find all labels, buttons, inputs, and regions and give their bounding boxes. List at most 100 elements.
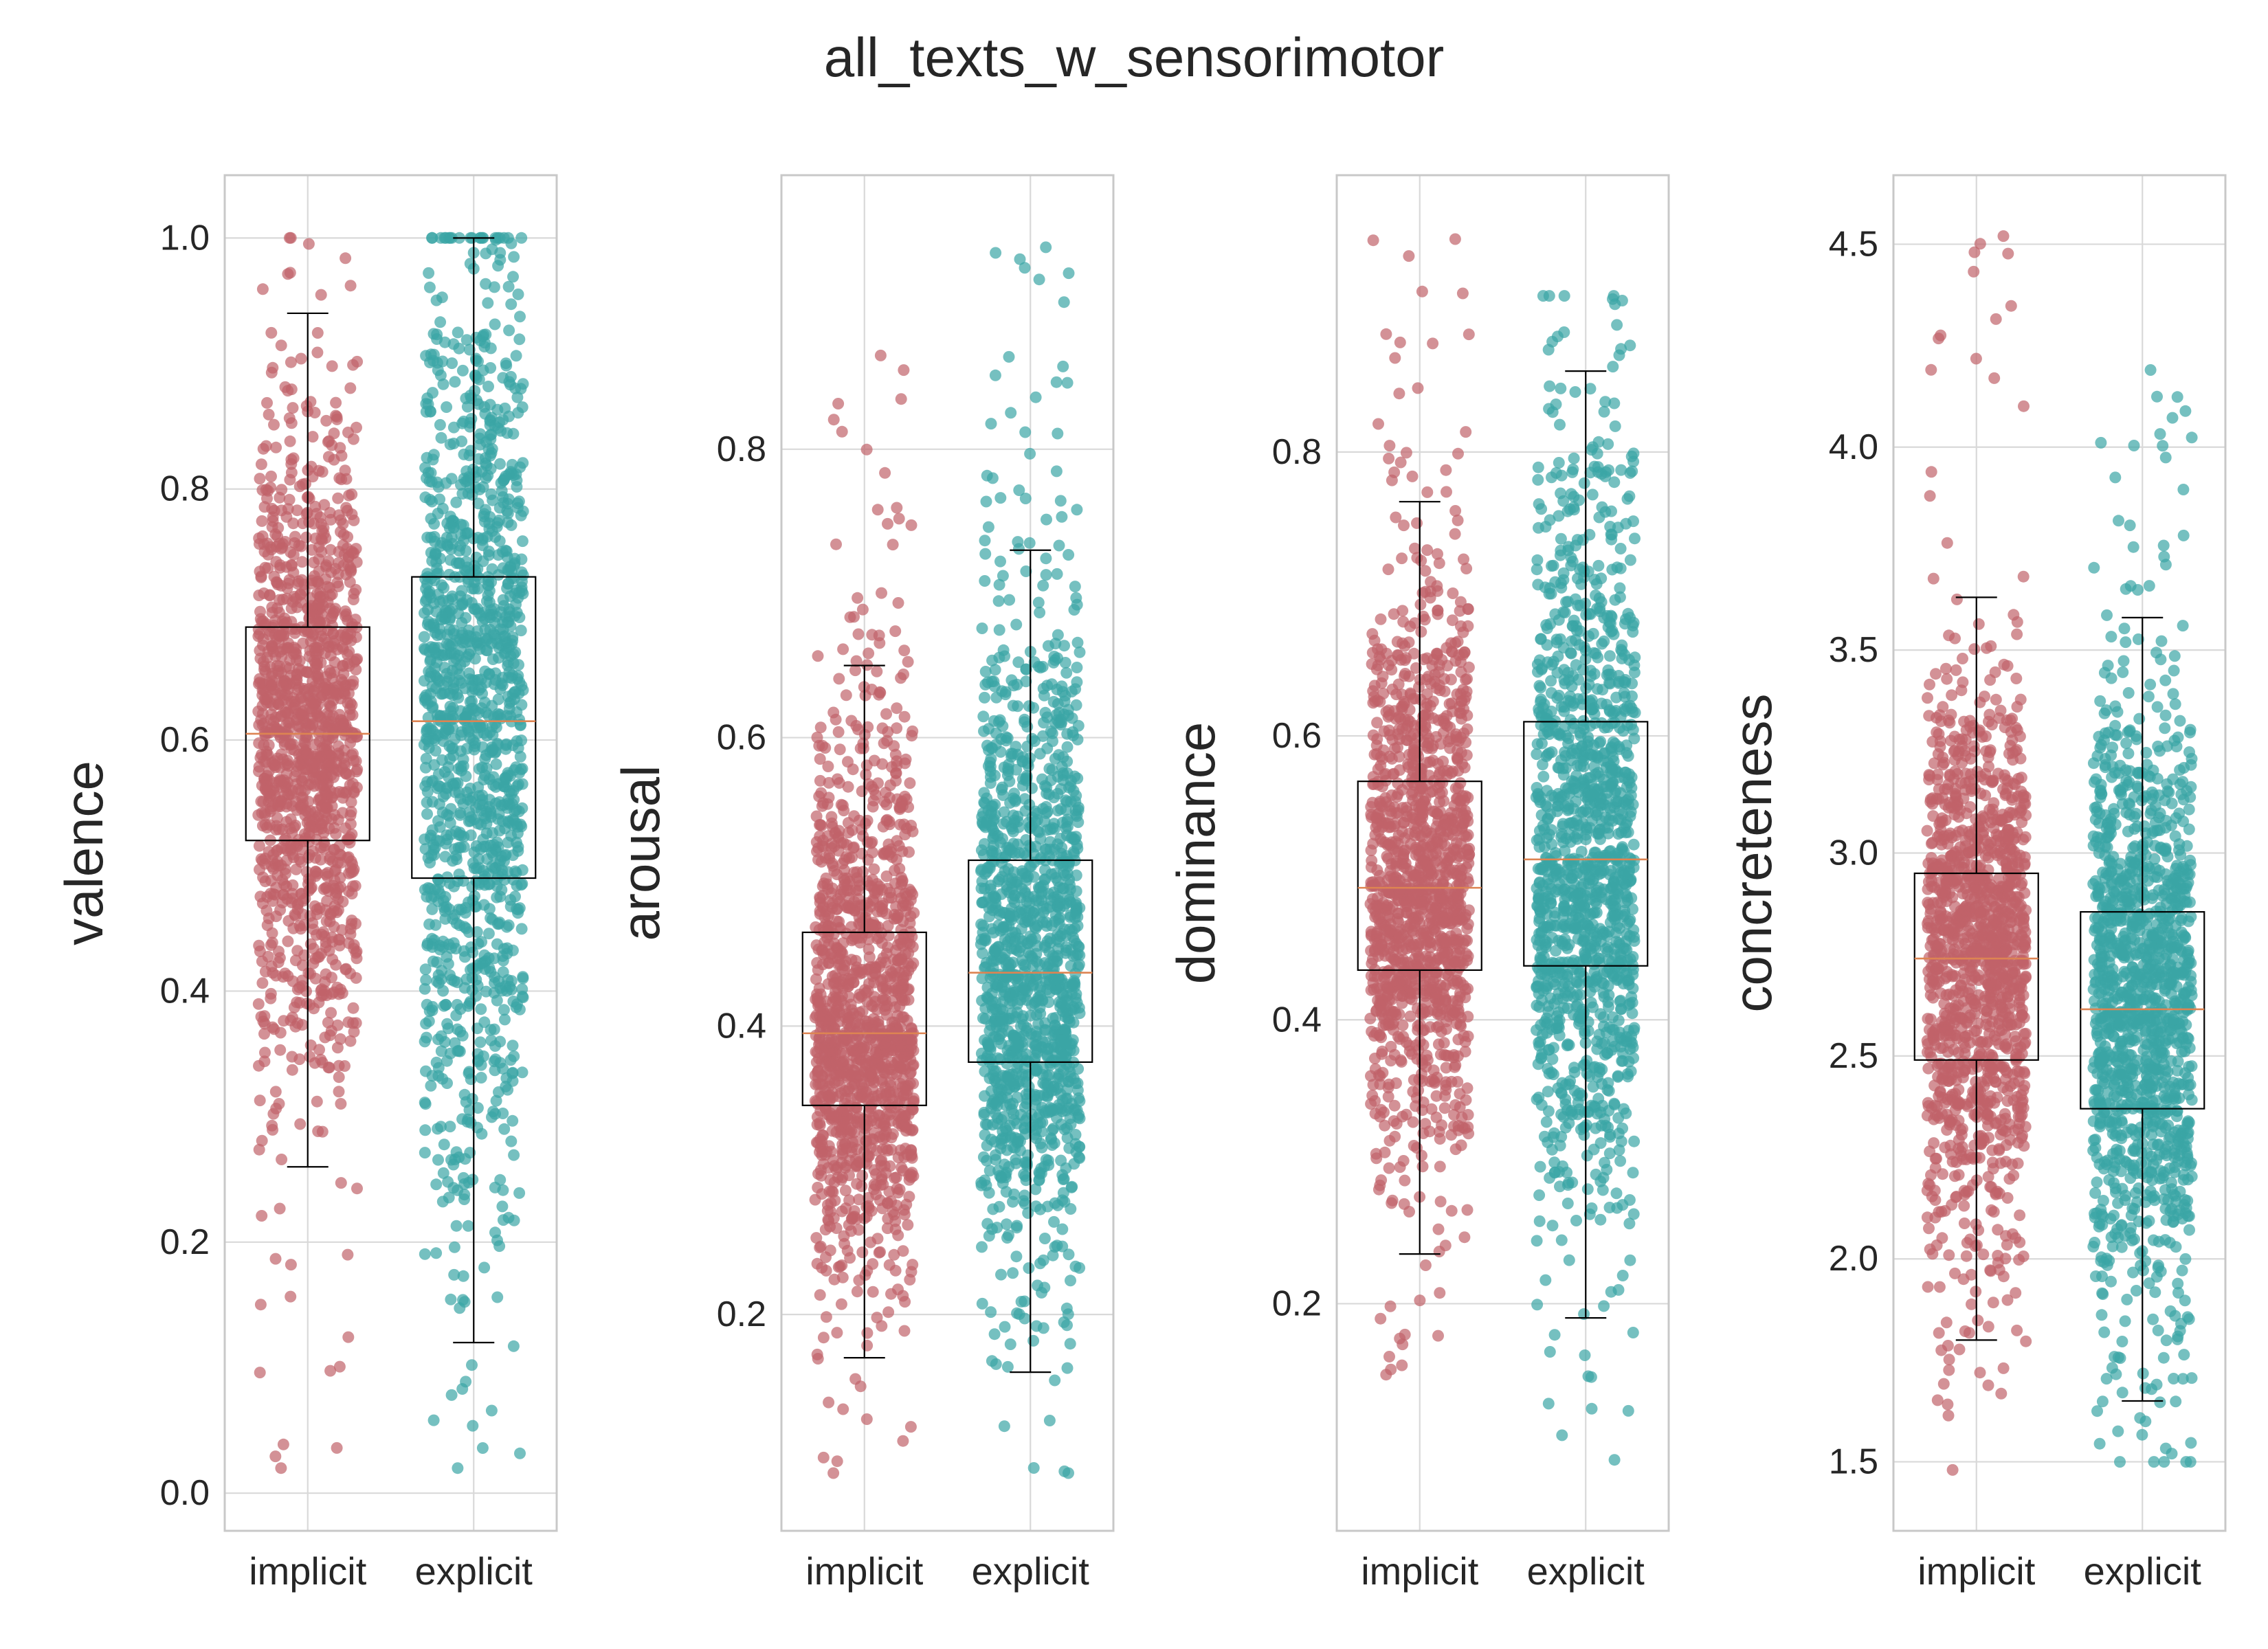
data-point <box>454 919 466 932</box>
data-point <box>277 1438 289 1450</box>
data-point <box>346 709 359 721</box>
data-point <box>439 890 452 903</box>
data-point <box>894 818 907 831</box>
y-tick-label: 0.8 <box>717 429 766 469</box>
data-point <box>1071 504 1083 516</box>
data-point <box>878 1039 891 1051</box>
data-point <box>254 565 266 578</box>
data-point <box>816 1261 828 1274</box>
data-point <box>512 407 524 419</box>
data-point <box>419 1098 432 1110</box>
data-point <box>510 1001 522 1013</box>
data-point <box>306 763 318 775</box>
data-point <box>893 513 905 525</box>
data-point <box>856 1005 869 1018</box>
data-point <box>1027 1334 1040 1347</box>
data-point <box>327 687 339 699</box>
data-point <box>813 790 825 803</box>
data-point <box>1021 721 1034 733</box>
data-point <box>842 756 854 768</box>
data-point <box>286 888 298 900</box>
data-point <box>286 1064 298 1076</box>
data-point <box>260 440 272 452</box>
data-point <box>1060 666 1073 679</box>
data-point <box>444 817 456 829</box>
data-point <box>276 897 289 909</box>
data-point <box>454 1302 466 1314</box>
data-point <box>269 1253 282 1265</box>
data-point <box>1026 732 1038 745</box>
data-point <box>889 748 902 761</box>
data-point <box>332 740 344 752</box>
data-point <box>1037 730 1049 742</box>
data-point <box>822 1199 834 1211</box>
data-point <box>890 900 902 912</box>
data-point <box>429 884 441 896</box>
data-point <box>299 805 311 816</box>
data-point <box>848 611 860 623</box>
data-point <box>876 1320 888 1332</box>
data-point <box>315 289 327 301</box>
data-point <box>505 298 518 311</box>
data-point <box>262 645 274 658</box>
data-point <box>513 495 525 508</box>
data-point <box>314 616 326 629</box>
data-point <box>1033 1174 1045 1186</box>
data-point <box>420 752 432 765</box>
data-point <box>476 761 489 774</box>
data-point <box>503 324 515 337</box>
data-point <box>993 1030 1005 1042</box>
data-point <box>889 1001 901 1013</box>
data-point <box>827 1467 840 1479</box>
data-point <box>507 427 520 440</box>
data-point <box>475 1003 487 1016</box>
data-point <box>326 988 338 1000</box>
data-point <box>254 1367 266 1379</box>
data-point <box>315 712 327 723</box>
data-point <box>891 702 903 715</box>
data-point <box>979 535 991 547</box>
data-point <box>861 835 874 848</box>
data-point <box>329 603 342 615</box>
data-point <box>318 682 330 693</box>
data-point <box>819 911 831 923</box>
data-point <box>269 824 282 835</box>
data-point <box>831 1455 843 1468</box>
data-point <box>347 433 359 445</box>
data-point <box>461 1116 474 1128</box>
data-point <box>1005 407 1017 419</box>
data-point <box>315 1053 327 1066</box>
data-point <box>470 900 482 912</box>
data-point <box>283 232 296 244</box>
data-point <box>851 1286 863 1298</box>
data-point <box>438 1000 450 1012</box>
data-point <box>825 1145 837 1158</box>
data-point <box>265 543 278 556</box>
data-point <box>323 435 335 447</box>
data-point <box>448 648 460 660</box>
data-point <box>891 853 903 866</box>
data-point <box>309 952 322 965</box>
x-tick-label: explicit <box>972 1549 1090 1593</box>
data-point <box>1057 1174 1069 1185</box>
data-point <box>470 355 482 367</box>
data-point <box>460 392 472 405</box>
data-point <box>466 984 478 996</box>
data-point <box>434 316 447 328</box>
data-point <box>898 364 910 377</box>
data-point <box>342 937 355 950</box>
data-point <box>419 1124 432 1136</box>
data-point <box>324 1365 337 1377</box>
data-point <box>516 877 529 890</box>
data-point <box>421 451 433 464</box>
data-point <box>1027 1462 1040 1474</box>
data-point <box>313 1044 325 1056</box>
data-point <box>467 1420 479 1432</box>
data-point <box>456 598 469 611</box>
data-point <box>466 1359 478 1371</box>
data-point <box>1063 267 1075 280</box>
data-point <box>863 647 875 660</box>
data-point <box>418 631 430 643</box>
data-point <box>835 1298 847 1310</box>
data-point <box>423 918 436 930</box>
